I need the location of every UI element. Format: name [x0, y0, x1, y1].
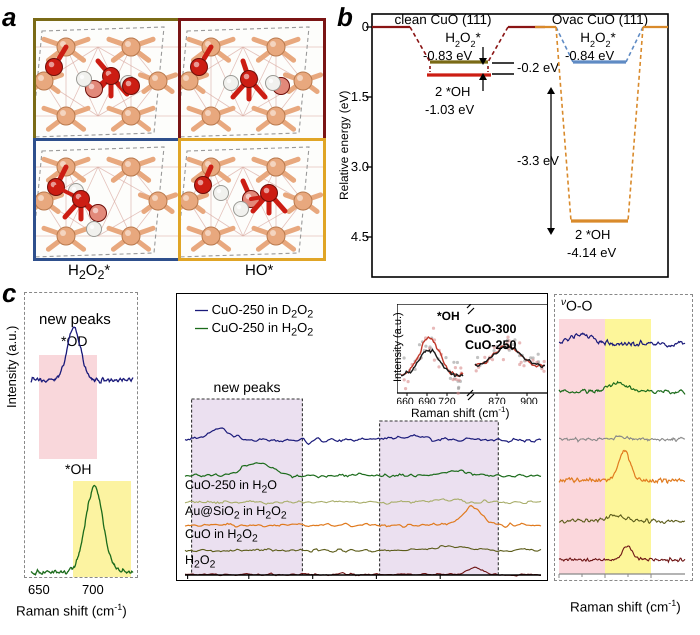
svg-text:H2O2*: H2O2* — [445, 30, 481, 49]
svg-text:-1.03 eV: -1.03 eV — [425, 102, 474, 117]
svg-text:660: 660 — [397, 396, 414, 404]
svg-text:850: 850 — [594, 577, 616, 581]
svg-text:750: 750 — [302, 578, 324, 581]
svg-text:650: 650 — [177, 578, 198, 581]
svg-text:850: 850 — [429, 578, 451, 581]
svg-text:new peaks: new peaks — [214, 379, 281, 395]
svg-text:*OH: *OH — [437, 309, 460, 323]
svg-text:2 *OH: 2 *OH — [435, 84, 470, 99]
svg-text:-4.14 eV: -4.14 eV — [567, 245, 616, 260]
svg-text:700: 700 — [238, 578, 260, 581]
svg-text:-0.84 eV: -0.84 eV — [565, 48, 614, 63]
svg-text:800: 800 — [555, 577, 570, 581]
svg-text:2 *OH: 2 *OH — [575, 227, 610, 242]
svg-text:690: 690 — [418, 396, 436, 404]
svg-text:-3.3 eV: -3.3 eV — [517, 153, 559, 168]
svg-text:-0.2 eV: -0.2 eV — [517, 60, 559, 75]
svg-text:-0.83 eV: -0.83 eV — [423, 48, 472, 63]
svg-text:Ovac CuO (111): Ovac CuO (111) — [552, 12, 648, 27]
svg-text:900: 900 — [520, 396, 538, 404]
svg-text:720: 720 — [438, 396, 456, 404]
svg-text:900: 900 — [640, 577, 662, 581]
svg-text:800: 800 — [366, 578, 388, 581]
svg-text:870: 870 — [488, 396, 506, 404]
svg-text:H2O2*: H2O2* — [580, 30, 616, 49]
svg-text:clean CuO (111): clean CuO (111) — [394, 12, 491, 27]
